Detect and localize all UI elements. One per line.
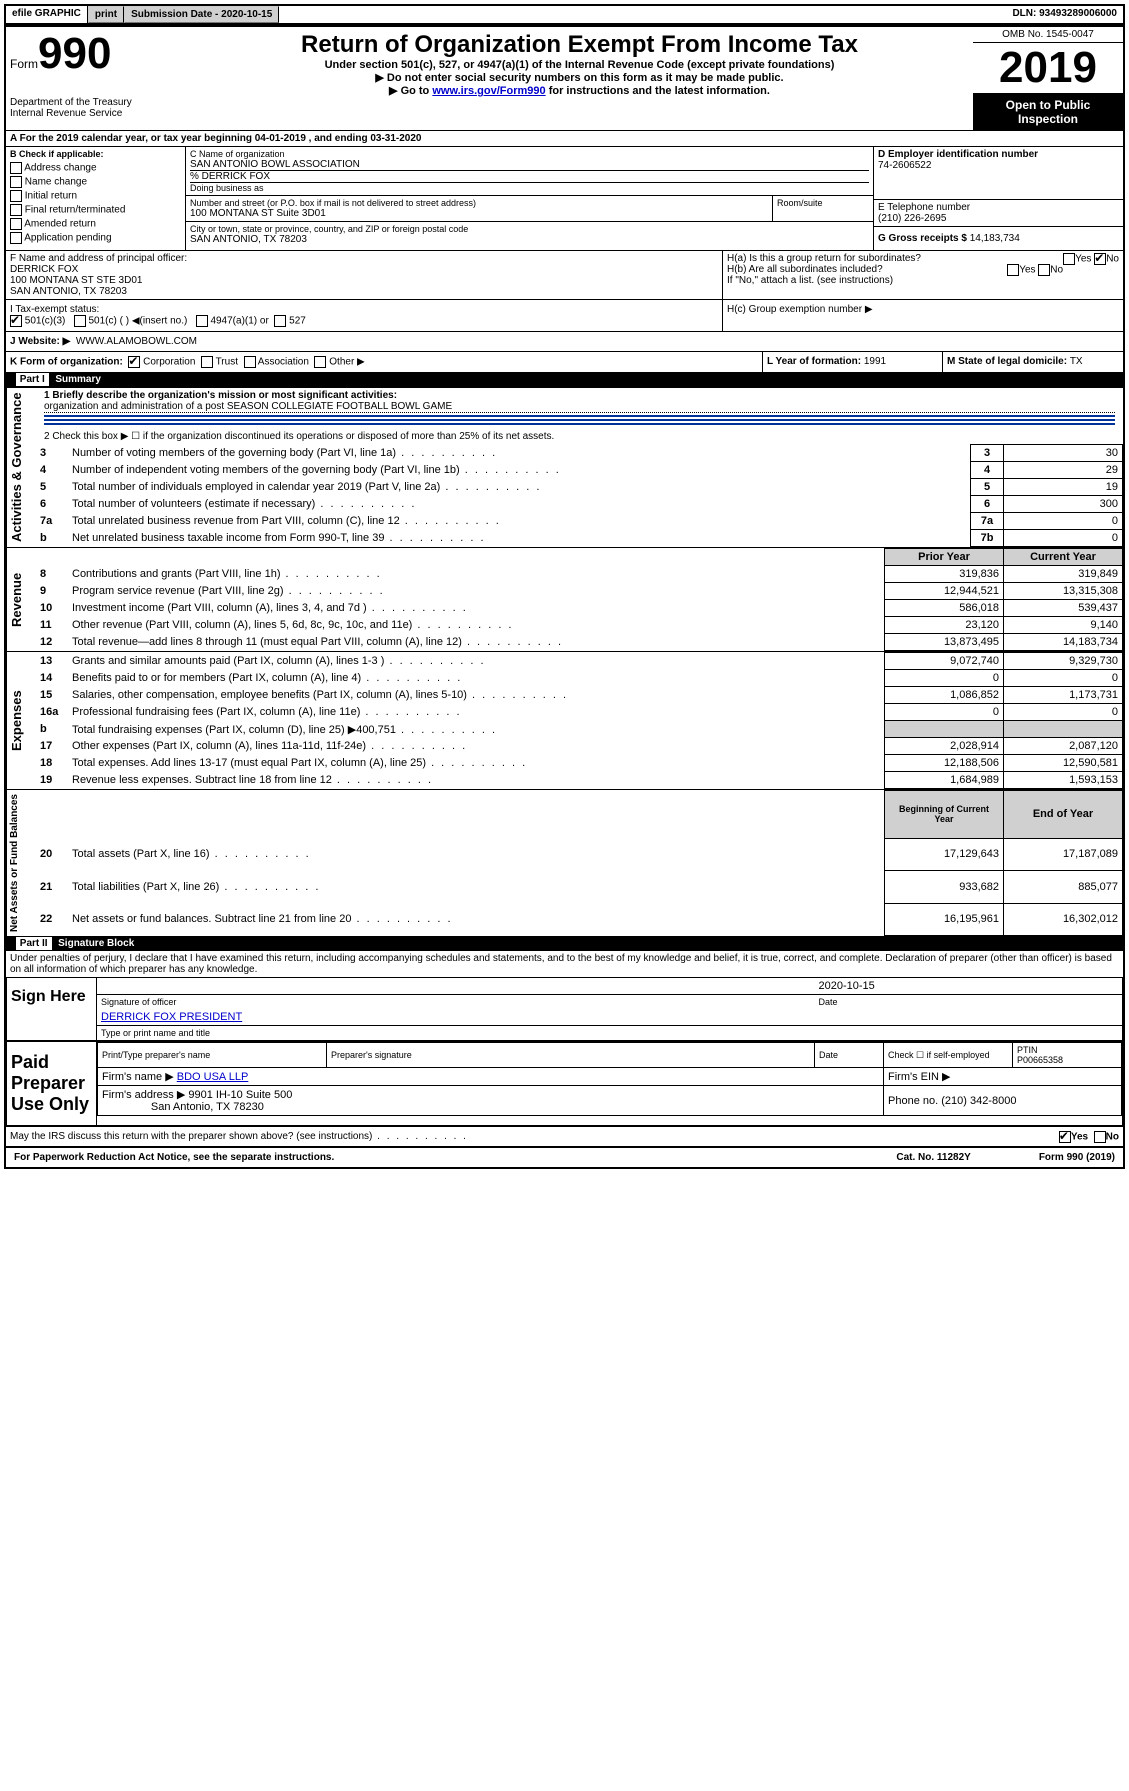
form-title-block: Return of Organization Exempt From Incom… [186,27,973,130]
section-m-state: M State of legal domicile: TX [943,352,1123,372]
year-block: OMB No. 1545-0047 2019 Open to Public In… [973,27,1123,130]
section-i-tax-status: I Tax-exempt status: 501(c)(3) 501(c) ( … [6,300,723,331]
table-governance: 3Number of voting members of the governi… [36,444,1123,547]
top-bar: efile GRAPHIC print Submission Date - 20… [4,4,1125,25]
dln-field: DLN: 93493289006000 [1006,6,1123,23]
vlabel-expenses: Expenses [6,652,36,789]
print-button[interactable]: print [88,6,124,23]
section-b-checkboxes: B Check if applicable: Address change Na… [6,147,186,250]
footer: For Paperwork Reduction Act Notice, see … [6,1146,1123,1167]
paid-preparer-block: Paid Preparer Use Only Print/Type prepar… [6,1041,1123,1126]
form-title: Return of Organization Exempt From Incom… [190,31,969,59]
line2-checkbox: 2 Check this box ▶ ☐ if the organization… [36,429,1123,444]
section-f-officer: F Name and address of principal officer:… [6,251,723,299]
form-990-page: Form990 Department of the Treasury Inter… [4,25,1125,1169]
discuss-line: May the IRS discuss this return with the… [6,1126,1123,1146]
form-number-block: Form990 Department of the Treasury Inter… [6,27,186,130]
tax-period: A For the 2019 calendar year, or tax yea… [6,131,1123,147]
firm-name-link[interactable]: BDO USA LLP [177,1071,249,1083]
vlabel-net: Net Assets or Fund Balances [6,790,36,936]
table-revenue: Prior YearCurrent Year8Contributions and… [36,548,1123,651]
section-l-year: L Year of formation: 1991 [763,352,943,372]
section-c-name-address: C Name of organization SAN ANTONIO BOWL … [186,147,873,250]
sign-here-block: Sign Here 2020-10-15 Signature of office… [6,977,1123,1041]
efile-label: efile GRAPHIC [6,6,88,23]
section-j-website: J Website: ▶ WWW.ALAMOBOWL.COM [6,331,1123,351]
table-net-assets: Beginning of Current YearEnd of Year20To… [36,790,1123,936]
perjury-declaration: Under penalties of perjury, I declare th… [6,951,1123,977]
part1-header: Part I Summary [6,372,1123,387]
section-k-form-org: K Form of organization: Corporation Trus… [6,352,763,372]
part2-header: Part II Signature Block [6,936,1123,951]
instructions-link[interactable]: www.irs.gov/Form990 [432,85,545,97]
section-h: H(a) Is this a group return for subordin… [723,251,1123,299]
vlabel-governance: Activities & Governance [6,388,36,547]
officer-name-link[interactable]: DERRICK FOX PRESIDENT [101,1011,242,1023]
section-hc: H(c) Group exemption number ▶ [723,300,1123,331]
table-expenses: 13Grants and similar amounts paid (Part … [36,652,1123,789]
section-d-e-g: D Employer identification number 74-2606… [873,147,1123,250]
line1-mission: 1 Briefly describe the organization's mi… [36,388,1123,429]
submission-date-field: Submission Date - 2020-10-15 [124,6,279,23]
vlabel-revenue: Revenue [6,548,36,651]
